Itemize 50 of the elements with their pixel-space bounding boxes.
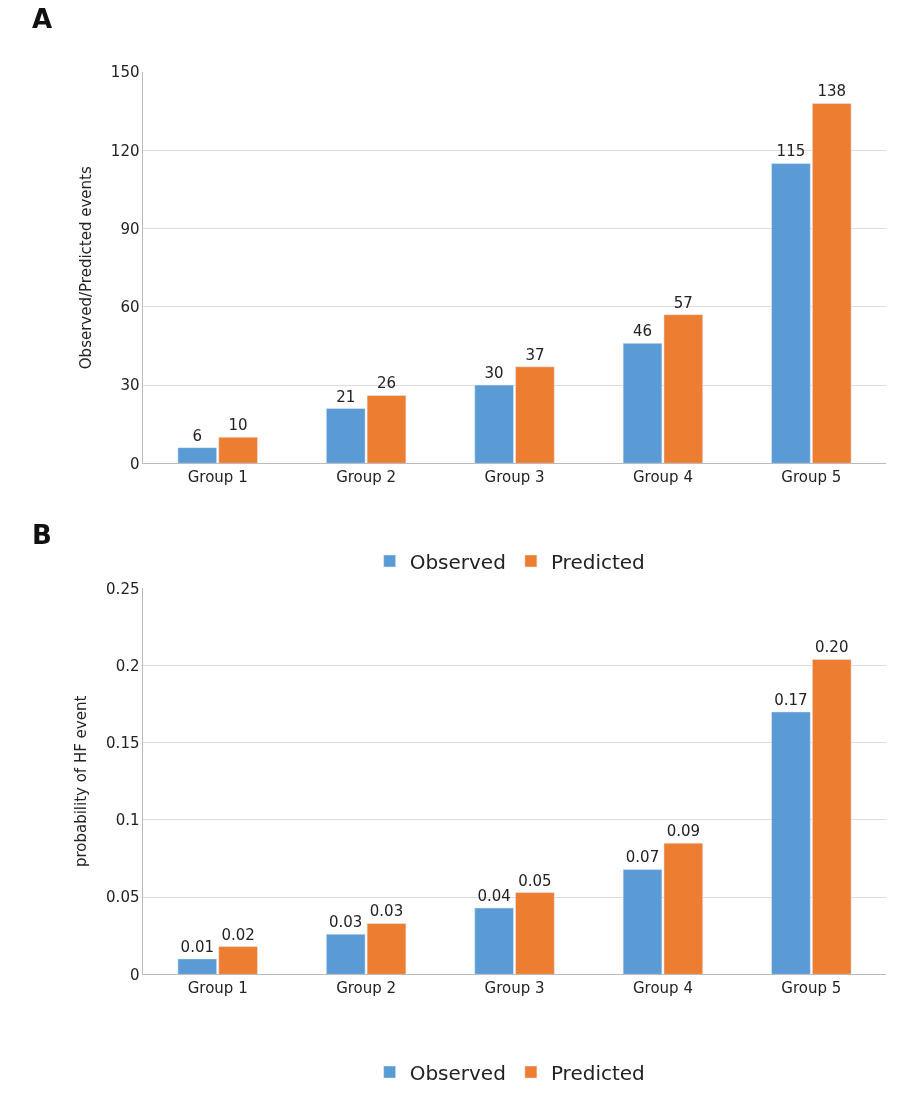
data-label: 0.03 (369, 902, 404, 921)
data-label: 0.05 (518, 871, 552, 890)
x-tick-label: Group 2 (336, 468, 397, 487)
x-tick-label: Group 5 (781, 468, 842, 487)
legend-label: Predicted (550, 549, 645, 574)
data-label: 37 (525, 345, 545, 364)
x-tick-label: Group 2 (336, 979, 397, 998)
data-label: 0.01 (180, 937, 214, 956)
y-tick-label: 0 (129, 965, 140, 984)
data-label: 0.09 (666, 822, 701, 841)
x-tick-label: Group 3 (484, 979, 545, 998)
y-tick-label: 90 (120, 219, 140, 238)
x-tick-label: Group 3 (484, 468, 545, 487)
y-axis-title: probability of HF event (72, 695, 91, 868)
x-tick-label: Group 5 (781, 979, 842, 998)
data-label: 6 (192, 426, 203, 445)
x-tick-label: Group 4 (632, 468, 693, 487)
data-label: 46 (632, 322, 653, 341)
y-axis-title: Observed/Predicted events (77, 166, 96, 370)
y-tick-label: 0.05 (106, 888, 140, 907)
data-label: 0.04 (477, 886, 511, 905)
data-label: 10 (228, 416, 248, 435)
data-label: 26 (376, 374, 397, 393)
legend-label: Predicted (550, 1060, 645, 1085)
data-label: 138 (817, 82, 847, 101)
y-tick-label: 0.2 (115, 656, 140, 675)
y-tick-label: 0.25 (106, 579, 140, 598)
y-tick-label: 150 (110, 63, 140, 82)
data-label: 0.07 (625, 848, 660, 867)
y-tick-label: 60 (120, 298, 140, 317)
x-tick-label: Group 1 (187, 979, 248, 998)
legend-label: Observed (409, 549, 506, 574)
chart-title: B (32, 520, 52, 550)
x-tick-label: Group 4 (632, 979, 693, 998)
x-tick-label: Group 1 (187, 468, 248, 487)
data-label: 115 (776, 142, 806, 161)
y-tick-label: 30 (120, 376, 140, 395)
data-label: 57 (673, 293, 693, 312)
y-tick-label: 0.15 (106, 734, 140, 753)
chart-title: A (32, 4, 53, 34)
legend-label: Observed (409, 1060, 506, 1085)
data-label: 0.17 (774, 690, 808, 709)
data-label: 0.03 (328, 913, 363, 932)
data-label: 30 (484, 364, 504, 383)
y-tick-label: 120 (110, 141, 140, 160)
data-label: 0.02 (221, 925, 255, 944)
data-label: 21 (336, 387, 356, 406)
data-label: 0.20 (815, 638, 849, 657)
y-tick-label: 0.1 (115, 811, 140, 830)
y-tick-label: 0 (129, 454, 140, 473)
